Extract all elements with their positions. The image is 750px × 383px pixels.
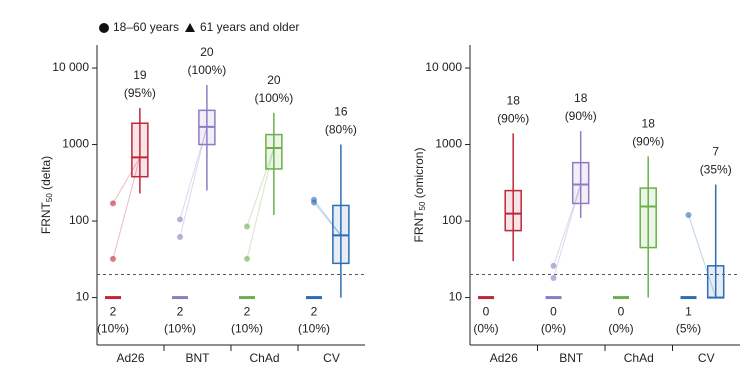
y-tick-label: 1000 xyxy=(62,137,89,151)
pair-line xyxy=(553,184,582,279)
legend-circle xyxy=(99,23,109,33)
pair-line xyxy=(246,147,275,260)
post-count: 20 xyxy=(267,73,281,87)
pair-line xyxy=(112,157,141,204)
y-label-sub: 50 xyxy=(45,193,54,202)
x-tick-label: BNT xyxy=(559,351,584,365)
y-label-sub: 50 xyxy=(418,201,427,210)
pre-point xyxy=(244,223,250,230)
post-percent: (100%) xyxy=(255,91,294,105)
pair-line xyxy=(313,202,342,236)
post-percent: (80%) xyxy=(325,123,357,137)
pre-point xyxy=(177,216,183,223)
y-tick-label: 10 xyxy=(76,290,90,304)
x-tick-label: CV xyxy=(698,351,715,365)
pre-percent: (10%) xyxy=(164,322,196,336)
box xyxy=(639,187,657,249)
pair-line xyxy=(112,157,141,260)
pre-point xyxy=(685,212,692,219)
pre-percent: (0%) xyxy=(473,322,498,336)
legend-label: 61 years and older xyxy=(200,20,299,34)
legend-triangle xyxy=(185,23,195,32)
pre-count: 2 xyxy=(244,305,251,319)
pre-percent: (10%) xyxy=(97,322,129,336)
post-percent: (100%) xyxy=(188,63,227,77)
post-count: 20 xyxy=(200,45,214,59)
y-tick-label: 100 xyxy=(442,213,462,227)
post-percent: (90%) xyxy=(497,112,529,126)
y-label-main: FRNT xyxy=(412,210,426,243)
pair-line xyxy=(179,126,208,220)
pre-point xyxy=(550,275,557,282)
box xyxy=(706,265,725,299)
pre-point xyxy=(177,233,183,240)
pre-percent: (10%) xyxy=(231,322,263,336)
pre-percent: (10%) xyxy=(298,322,330,336)
pair-line xyxy=(313,199,342,236)
y-tick-label: 1000 xyxy=(435,137,462,151)
pre-point xyxy=(244,255,250,262)
post-count: 18 xyxy=(507,94,521,108)
y-axis-label: FRNT50 (delta) xyxy=(39,156,54,234)
post-count: 19 xyxy=(133,68,147,82)
pre-point xyxy=(311,199,317,206)
post-count: 16 xyxy=(334,105,348,119)
pre-count: 0 xyxy=(483,305,490,319)
box xyxy=(131,122,149,178)
pre-count: 0 xyxy=(550,305,557,319)
post-percent: (90%) xyxy=(565,109,597,123)
y-axis-label: FRNT50 (omicron) xyxy=(412,148,427,243)
x-tick-label: Ad26 xyxy=(116,351,144,365)
post-percent: (90%) xyxy=(632,135,664,149)
legend-label: 18–60 years xyxy=(113,20,179,34)
x-tick-label: CV xyxy=(323,351,340,365)
pre-point xyxy=(110,200,116,207)
pair-line xyxy=(553,184,582,266)
y-label-suffix: (delta) xyxy=(39,156,53,193)
y-tick-label: 100 xyxy=(69,213,89,227)
pre-point xyxy=(110,255,116,262)
post-percent: (35%) xyxy=(700,163,732,177)
pre-percent: (0%) xyxy=(608,322,633,336)
box xyxy=(571,161,590,205)
post-percent: (95%) xyxy=(124,86,156,100)
y-label-main: FRNT xyxy=(39,201,53,234)
y-tick-label: 10 000 xyxy=(425,60,462,74)
post-count: 18 xyxy=(574,91,588,105)
pre-count: 1 xyxy=(685,305,692,319)
x-tick-label: ChAd xyxy=(624,351,654,365)
box xyxy=(265,133,283,170)
y-label-suffix: (omicron) xyxy=(412,148,426,202)
pre-percent: (0%) xyxy=(541,322,566,336)
pre-count: 2 xyxy=(177,305,184,319)
box xyxy=(504,189,522,232)
y-tick-label: 10 xyxy=(449,290,463,304)
x-tick-label: Ad26 xyxy=(490,351,518,365)
x-tick-label: ChAd xyxy=(249,351,279,365)
pre-point xyxy=(550,262,557,269)
y-tick-label: 10 000 xyxy=(52,60,89,74)
pair-line xyxy=(246,147,275,227)
pair-line xyxy=(688,214,717,298)
x-tick-label: BNT xyxy=(186,351,211,365)
pre-count: 0 xyxy=(618,305,625,319)
post-count: 18 xyxy=(642,117,656,131)
post-count: 7 xyxy=(712,145,719,159)
pre-count: 2 xyxy=(311,305,318,319)
pre-percent: (5%) xyxy=(676,322,701,336)
pre-count: 2 xyxy=(110,305,117,319)
